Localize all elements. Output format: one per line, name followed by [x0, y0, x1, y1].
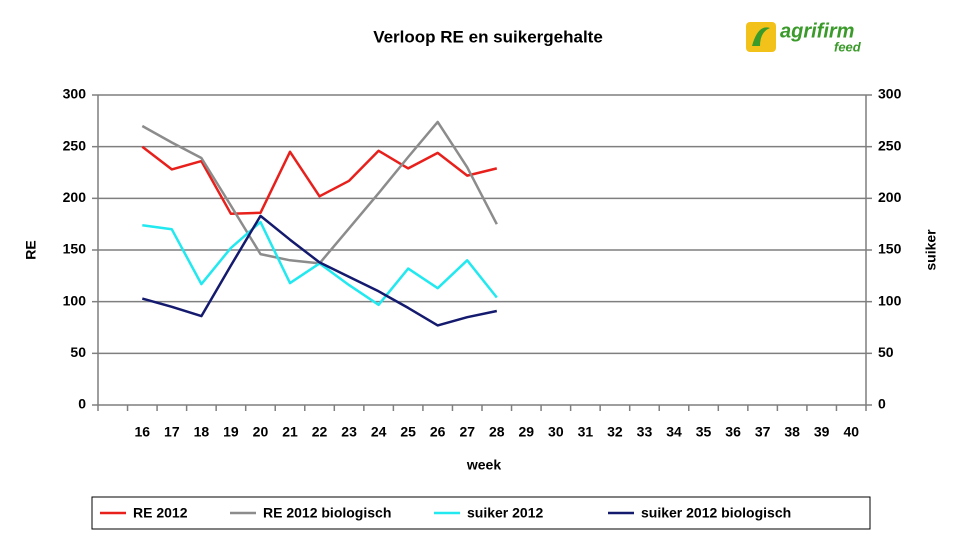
y2-tick-label: 100: [878, 292, 902, 308]
legend-label: suiker 2012 biologisch: [641, 505, 791, 521]
x-tick-label: 36: [725, 424, 741, 440]
x-tick-label: 30: [548, 424, 564, 440]
x-tick-label: 38: [784, 424, 800, 440]
x-tick-label: 21: [282, 424, 298, 440]
x-tick-label: 39: [814, 424, 830, 440]
y-tick-label: 100: [63, 292, 87, 308]
x-tick-label: 24: [371, 424, 387, 440]
y-tick-label: 300: [63, 86, 87, 102]
y-tick-label: 200: [63, 189, 87, 205]
x-tick-label: 26: [430, 424, 446, 440]
logo: agrifirm feed: [746, 20, 862, 54]
logo-sub: feed: [834, 39, 862, 54]
x-tick-label: 34: [666, 424, 682, 440]
y-tick-label: 0: [78, 396, 86, 412]
logo-leaf: [752, 27, 770, 46]
y-tick-label: 50: [70, 344, 86, 360]
chart-title: Verloop RE en suikergehalte: [373, 27, 603, 46]
y2-tick-label: 250: [878, 137, 902, 153]
legend-label: RE 2012 biologisch: [263, 505, 391, 521]
x-tick-label: 20: [253, 424, 269, 440]
x-tick-label: 19: [223, 424, 239, 440]
legend-label: suiker 2012: [467, 505, 543, 521]
x-tick-label: 33: [637, 424, 653, 440]
x-tick-label: 37: [755, 424, 771, 440]
line-series: [141, 145, 498, 216]
y2-tick-label: 200: [878, 189, 902, 205]
x-tick-label: 27: [459, 424, 475, 440]
x-tick-label: 22: [312, 424, 328, 440]
y2-tick-label: 300: [878, 86, 902, 102]
logo-text: agrifirm: [780, 20, 854, 42]
x-tick-label: 32: [607, 424, 623, 440]
y-tick-label: 150: [63, 241, 87, 257]
x-tick-label: 40: [843, 424, 859, 440]
legend-label: RE 2012: [133, 505, 188, 521]
y2-tick-label: 150: [878, 241, 902, 257]
x-axis-label: week: [466, 457, 501, 473]
x-tick-label: 28: [489, 424, 505, 440]
x-tick-label: 17: [164, 424, 180, 440]
x-tick-label: 16: [135, 424, 151, 440]
y-tick-label: 250: [63, 137, 87, 153]
x-tick-label: 25: [400, 424, 416, 440]
line-series: [141, 214, 498, 327]
x-tick-label: 31: [578, 424, 594, 440]
legend-box: [91, 496, 871, 530]
y2-axis-label: suiker: [923, 229, 939, 271]
line-series: [141, 120, 498, 265]
y2-tick-label: 50: [878, 344, 894, 360]
y-axis-label: RE: [23, 240, 39, 259]
y2-tick-label: 0: [878, 396, 886, 412]
x-tick-label: 35: [696, 424, 712, 440]
x-tick-label: 23: [341, 424, 357, 440]
x-tick-label: 18: [194, 424, 210, 440]
x-tick-label: 29: [519, 424, 535, 440]
